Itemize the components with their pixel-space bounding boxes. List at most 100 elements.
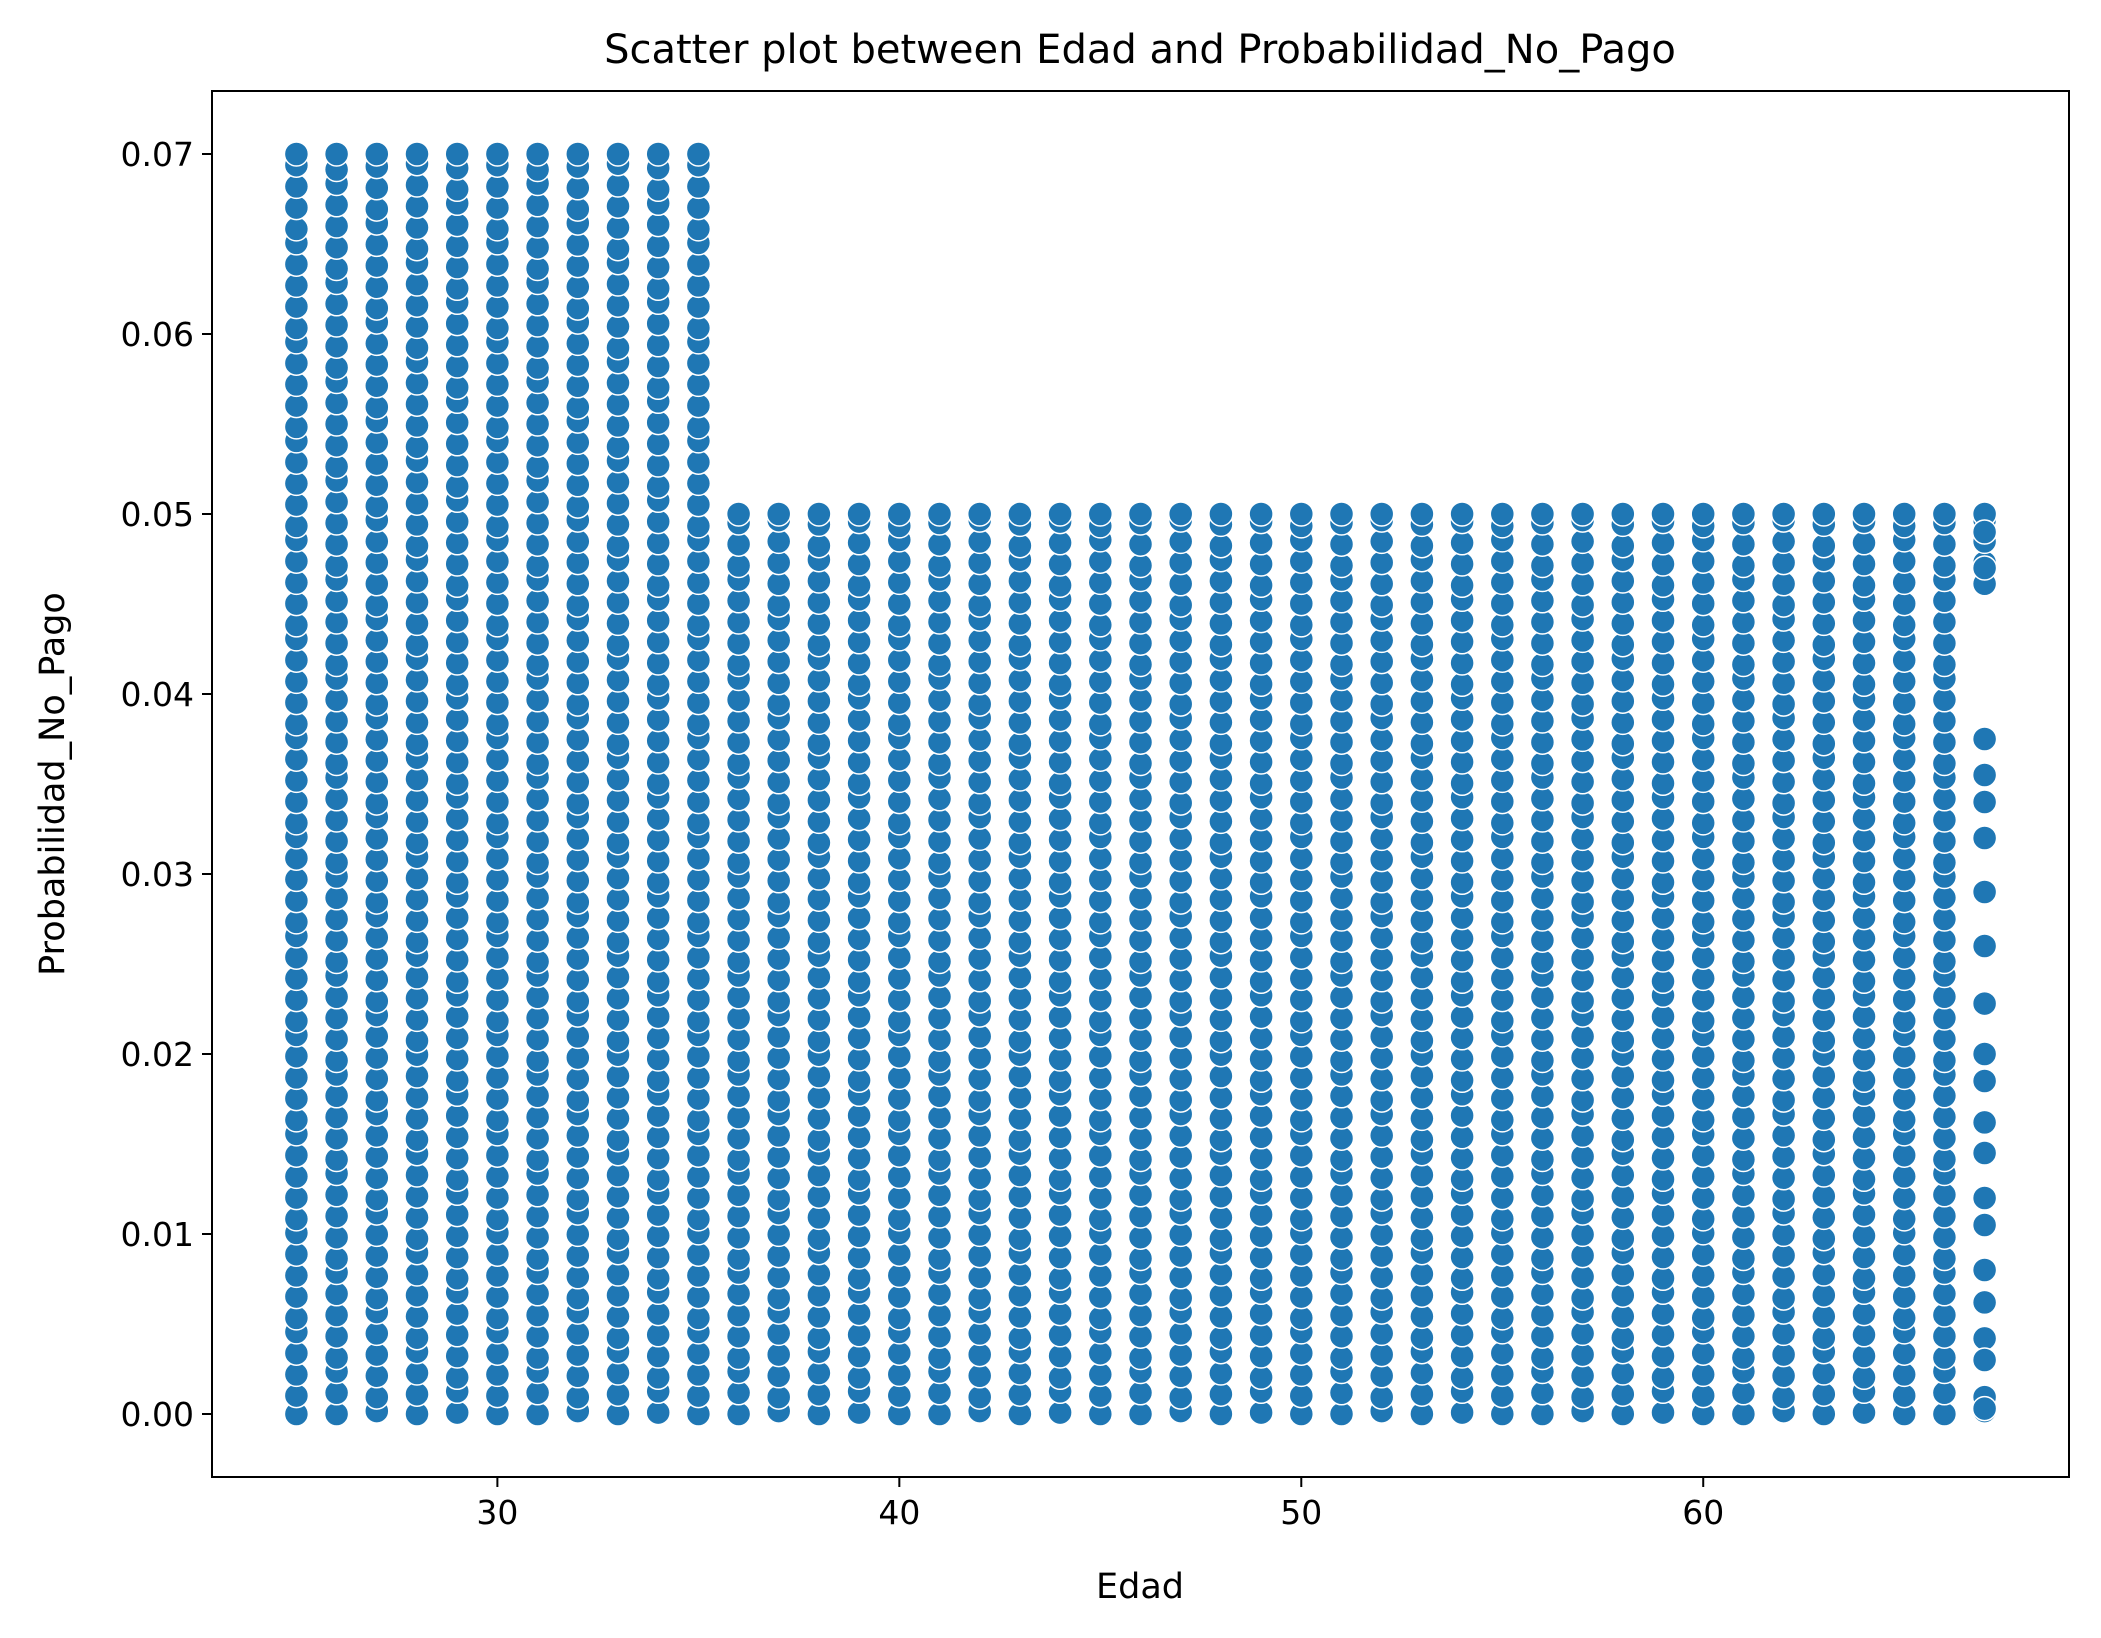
data-point bbox=[283, 810, 310, 836]
data-point bbox=[444, 1025, 470, 1051]
data-point bbox=[323, 552, 350, 579]
data-point bbox=[926, 1344, 953, 1371]
data-point bbox=[765, 1363, 792, 1389]
data-point bbox=[1610, 886, 1636, 912]
data-point bbox=[1167, 967, 1194, 993]
data-point bbox=[725, 1182, 752, 1208]
data-point bbox=[765, 1285, 792, 1311]
data-point bbox=[1087, 1043, 1114, 1069]
data-point bbox=[1851, 1343, 1877, 1369]
data-point bbox=[484, 1340, 511, 1366]
data-point bbox=[1891, 668, 1917, 695]
data-point bbox=[806, 808, 832, 835]
data-point bbox=[645, 1166, 671, 1193]
data-point bbox=[966, 747, 993, 774]
data-point bbox=[846, 629, 872, 655]
data-point bbox=[364, 373, 390, 399]
data-point bbox=[1489, 689, 1516, 716]
data-point bbox=[1529, 1344, 1556, 1371]
data-point bbox=[1328, 1047, 1355, 1074]
data-point bbox=[1569, 1087, 1596, 1113]
data-point bbox=[1730, 807, 1757, 833]
data-point bbox=[524, 1125, 551, 1151]
data-point bbox=[1368, 825, 1395, 852]
data-point bbox=[1529, 807, 1556, 833]
data-point bbox=[926, 552, 953, 579]
data-point bbox=[1770, 825, 1797, 852]
data-point bbox=[1529, 588, 1556, 614]
data-point bbox=[1891, 1064, 1917, 1091]
data-point bbox=[444, 409, 470, 436]
data-point bbox=[1167, 747, 1194, 774]
data-point bbox=[1368, 670, 1395, 696]
data-point bbox=[605, 829, 631, 856]
data-point bbox=[1167, 726, 1194, 753]
data-point bbox=[1770, 1165, 1797, 1191]
data-point bbox=[1328, 1083, 1355, 1109]
data-point bbox=[1409, 1360, 1435, 1386]
data-point bbox=[1047, 749, 1073, 775]
data-point bbox=[1087, 590, 1114, 617]
data-point bbox=[1007, 1183, 1033, 1209]
data-point bbox=[404, 610, 430, 637]
data-point bbox=[364, 1285, 390, 1311]
data-point bbox=[1569, 769, 1596, 795]
data-point bbox=[1610, 709, 1636, 736]
data-point bbox=[1248, 1124, 1274, 1150]
data-point bbox=[886, 1283, 913, 1310]
x-axis-label: Edad bbox=[1096, 1567, 1184, 1607]
data-point bbox=[725, 531, 752, 557]
data-point bbox=[645, 1244, 671, 1270]
data-point bbox=[1208, 829, 1234, 856]
data-point bbox=[404, 1381, 430, 1407]
data-point bbox=[404, 1084, 430, 1110]
data-point bbox=[323, 786, 350, 812]
data-point bbox=[765, 528, 792, 555]
data-point bbox=[364, 472, 390, 498]
data-point bbox=[524, 1323, 551, 1349]
data-point bbox=[484, 350, 511, 376]
data-point bbox=[565, 868, 591, 894]
data-point bbox=[1891, 1184, 1917, 1211]
data-point bbox=[1409, 1084, 1435, 1110]
data-point bbox=[1208, 766, 1234, 792]
data-point bbox=[444, 770, 470, 797]
point-column bbox=[323, 141, 350, 1427]
data-point bbox=[725, 948, 752, 975]
data-point bbox=[1650, 530, 1676, 556]
data-point bbox=[1770, 528, 1797, 555]
data-point bbox=[404, 667, 430, 693]
data-point bbox=[806, 501, 832, 527]
data-point bbox=[886, 767, 913, 794]
data-point bbox=[886, 501, 913, 527]
data-point bbox=[1087, 866, 1114, 893]
data-point bbox=[1650, 1399, 1676, 1426]
data-point bbox=[1569, 1044, 1596, 1071]
data-point bbox=[1851, 1201, 1877, 1228]
data-point bbox=[605, 766, 631, 792]
point-column bbox=[685, 141, 712, 1427]
data-point bbox=[524, 708, 551, 734]
data-point bbox=[1409, 1324, 1435, 1351]
point-column bbox=[886, 501, 913, 1427]
data-point bbox=[645, 1300, 671, 1327]
data-point bbox=[484, 513, 511, 539]
data-point bbox=[1007, 1381, 1033, 1407]
data-point bbox=[323, 828, 350, 854]
data-point bbox=[1569, 1023, 1596, 1050]
data-point bbox=[846, 1025, 872, 1051]
data-point bbox=[1368, 1242, 1395, 1269]
data-point bbox=[645, 869, 671, 896]
data-point bbox=[1650, 1223, 1676, 1249]
data-point bbox=[1650, 1364, 1676, 1391]
data-point bbox=[484, 1305, 511, 1331]
data-point bbox=[1569, 825, 1596, 852]
data-point bbox=[565, 373, 591, 399]
data-point bbox=[1851, 1300, 1877, 1327]
data-point bbox=[725, 651, 752, 678]
data-point bbox=[565, 1363, 591, 1389]
data-point bbox=[846, 530, 872, 556]
data-point bbox=[1851, 551, 1877, 577]
data-point bbox=[605, 964, 631, 990]
data-point bbox=[524, 234, 551, 260]
